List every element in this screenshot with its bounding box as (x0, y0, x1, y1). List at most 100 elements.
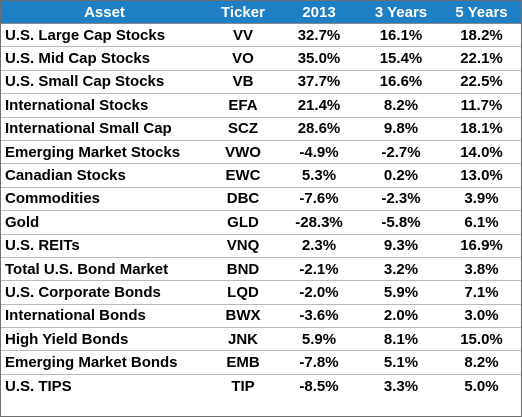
table-row: International Stocks EFA 21.4% 8.2% 11.7% (1, 93, 521, 118)
cell-5-years: 13.0% (442, 163, 521, 188)
cell-3-years: 5.1% (360, 350, 442, 375)
cell-asset: International Small Cap (1, 117, 208, 141)
cell-3-years: -2.3% (360, 187, 442, 212)
cell-3-years: 9.8% (360, 117, 442, 141)
cell-2013: -3.6% (278, 304, 360, 329)
cell-ticker: BWX (208, 304, 278, 329)
table-row: U.S. Mid Cap Stocks VO 35.0% 15.4% 22.1% (1, 46, 521, 71)
column-header-ticker: Ticker (208, 1, 278, 24)
cell-3-years: -2.7% (360, 140, 442, 165)
cell-asset: High Yield Bonds (1, 327, 208, 352)
table-row: Total U.S. Bond Market BND -2.1% 3.2% 3.8% (1, 257, 521, 282)
cell-asset: U.S. Large Cap Stocks (1, 23, 208, 48)
cell-5-years: 22.5% (442, 70, 521, 95)
cell-5-years: 18.1% (442, 117, 521, 141)
table-row: Emerging Market Stocks VWO -4.9% -2.7% 14.0% (1, 140, 521, 165)
cell-ticker: VNQ (208, 234, 278, 258)
cell-2013: -2.0% (278, 280, 360, 305)
cell-3-years: 16.6% (360, 70, 442, 95)
returns-table: Asset Ticker 2013 3 Years 5 Years U.S. L… (1, 1, 521, 397)
cell-5-years: 6.1% (442, 210, 521, 235)
cell-asset: Emerging Market Bonds (1, 350, 208, 375)
cell-ticker: VB (208, 70, 278, 95)
table-row: U.S. REITs VNQ 2.3% 9.3% 16.9% (1, 234, 521, 258)
cell-5-years: 3.0% (442, 304, 521, 329)
header-row: Asset Ticker 2013 3 Years 5 Years (1, 1, 521, 24)
table-row: Gold GLD -28.3% -5.8% 6.1% (1, 210, 521, 235)
cell-3-years: 0.2% (360, 163, 442, 188)
cell-ticker: VO (208, 46, 278, 71)
cell-5-years: 3.8% (442, 257, 521, 282)
cell-asset: Total U.S. Bond Market (1, 257, 208, 282)
cell-5-years: 3.9% (442, 187, 521, 212)
cell-asset: Emerging Market Stocks (1, 140, 208, 165)
cell-asset: U.S. TIPS (5, 377, 72, 395)
cell-2013: 28.6% (278, 117, 360, 141)
cell-ticker: EMB (208, 350, 278, 375)
cell-3-years: 16.1% (360, 23, 442, 48)
column-header-asset: Asset (1, 1, 208, 24)
cell-2013: 2.3% (278, 234, 360, 258)
column-header-3-years: 3 Years (360, 1, 442, 24)
cell-3-years: 3.3% (383, 377, 419, 395)
cell-2013: 5.3% (278, 163, 360, 188)
cell-ticker: EFA (208, 93, 278, 118)
cell-asset: U.S. Small Cap Stocks (1, 70, 208, 95)
cell-ticker: EWC (208, 163, 278, 188)
cell-3-years: -5.8% (360, 210, 442, 235)
cell-2013: -7.6% (278, 187, 360, 212)
cell-5-years: 22.1% (442, 46, 521, 71)
cell-2013: 35.0% (278, 46, 360, 71)
cell-2013: 5.9% (278, 327, 360, 352)
cell-3-years: 8.2% (360, 93, 442, 118)
cell-asset: Commodities (1, 187, 208, 212)
cell-3-years: 5.9% (360, 280, 442, 305)
cell-5-years: 16.9% (442, 234, 521, 258)
cell-ticker: DBC (208, 187, 278, 212)
cell-2013: 32.7% (278, 23, 360, 48)
table-body: U.S. Large Cap Stocks VV 32.7% 16.1% 18.2% U.… (1, 23, 521, 398)
table-row: Canadian Stocks EWC 5.3% 0.2% 13.0% (1, 163, 521, 188)
cell-ticker: TIP (231, 377, 255, 395)
table-row: High Yield Bonds JNK 5.9% 8.1% 15.0% (1, 327, 521, 352)
cell-ticker: VWO (208, 140, 278, 165)
cell-3-years: 2.0% (360, 304, 442, 329)
cell-5-years: 7.1% (442, 280, 521, 305)
cell-3-years: 8.1% (360, 327, 442, 352)
table-row: Emerging Market Bonds EMB -7.8% 5.1% 8.2% (1, 350, 521, 375)
cell-ticker: BND (208, 257, 278, 282)
cell-ticker: LQD (208, 280, 278, 305)
cell-asset: U.S. Corporate Bonds (1, 280, 208, 305)
cell-ticker: VV (208, 23, 278, 48)
cell-asset: International Stocks (1, 93, 208, 118)
cell-ticker: GLD (208, 210, 278, 235)
cell-asset: U.S. Mid Cap Stocks (1, 46, 208, 71)
cell-ticker: SCZ (208, 117, 278, 141)
cell-asset: International Bonds (1, 304, 208, 329)
table-header: Asset Ticker 2013 3 Years 5 Years (1, 1, 521, 24)
table-row: International Small Cap SCZ 28.6% 9.8% 18.1% (1, 117, 521, 141)
cell-asset: Gold (1, 210, 208, 235)
cell-5-years: 14.0% (442, 140, 521, 165)
cell-2013: -4.9% (278, 140, 360, 165)
cell-2013: -7.8% (278, 350, 360, 375)
cell-3-years: 9.3% (360, 234, 442, 258)
table-row: U.S. Corporate Bonds LQD -2.0% 5.9% 7.1% (1, 280, 521, 305)
cell-5-years: 5.0% (464, 377, 499, 395)
cell-5-years: 11.7% (442, 93, 521, 118)
table-row: U.S. Large Cap Stocks VV 32.7% 16.1% 18.2% (1, 23, 521, 48)
cell-2013: 37.7% (278, 70, 360, 95)
cell-3-years: 3.2% (360, 257, 442, 282)
cell-2013: 21.4% (278, 93, 360, 118)
cell-5-years: 8.2% (442, 350, 521, 375)
column-header-2013: 2013 (278, 1, 360, 24)
cell-2013: -2.1% (278, 257, 360, 282)
cell-ticker: JNK (208, 327, 278, 352)
table-row: International Bonds BWX -3.6% 2.0% 3.0% (1, 304, 521, 329)
cell-asset: Canadian Stocks (1, 163, 208, 188)
column-header-5-years: 5 Years (442, 1, 521, 24)
cell-2013: -28.3% (278, 210, 360, 235)
cell-2013: -8.5% (299, 377, 339, 395)
cell-5-years: 18.2% (442, 23, 521, 48)
